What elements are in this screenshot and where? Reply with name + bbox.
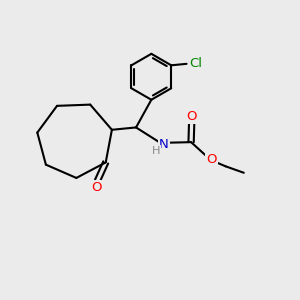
Text: O: O xyxy=(206,153,217,166)
Text: Cl: Cl xyxy=(189,57,202,70)
Text: N: N xyxy=(159,138,169,151)
Text: O: O xyxy=(186,110,197,123)
Text: H: H xyxy=(152,146,160,156)
Text: O: O xyxy=(92,181,102,194)
